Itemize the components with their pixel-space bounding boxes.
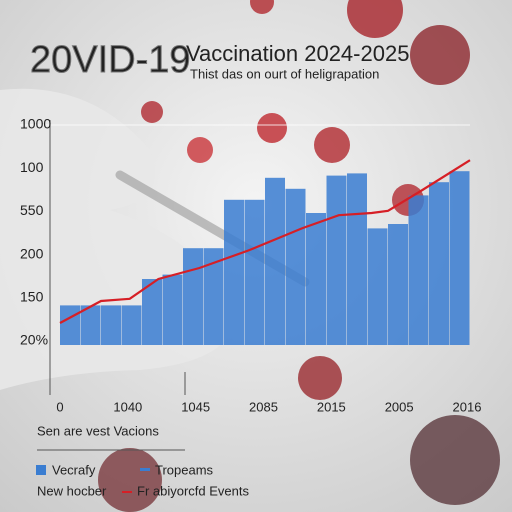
y-tick-label: 550 bbox=[20, 202, 44, 218]
bar bbox=[60, 305, 80, 345]
bar bbox=[306, 213, 326, 345]
chart-title: Vaccination 2024-2025 bbox=[186, 41, 409, 66]
bar bbox=[121, 305, 142, 345]
y-tick-label: 20% bbox=[20, 332, 48, 348]
caption: Sen are vest Vacions bbox=[37, 423, 159, 438]
bar bbox=[183, 248, 203, 345]
bar bbox=[101, 305, 121, 345]
bar bbox=[265, 177, 285, 345]
bar bbox=[326, 175, 347, 345]
virus-decor bbox=[98, 0, 500, 512]
legend-swatch bbox=[36, 465, 46, 475]
y-tick-label: 1000 bbox=[20, 116, 51, 132]
bar bbox=[429, 182, 449, 345]
legend-label: Fr abiyorcfd Events bbox=[137, 483, 249, 498]
bar bbox=[80, 305, 101, 345]
title-prefix: 20VID-19 bbox=[30, 39, 191, 81]
bar bbox=[162, 274, 183, 345]
x-tick-label: 2015 bbox=[317, 399, 346, 414]
bar bbox=[203, 248, 224, 345]
bar bbox=[244, 199, 265, 345]
bar bbox=[408, 195, 429, 345]
x-tick-label: 1045 bbox=[181, 399, 210, 414]
bar bbox=[347, 173, 367, 345]
bar bbox=[142, 279, 162, 345]
y-tick-label: 150 bbox=[20, 289, 44, 305]
x-tick-label: 2085 bbox=[249, 399, 278, 414]
bar bbox=[285, 188, 306, 345]
y-tick-label: 200 bbox=[20, 245, 44, 261]
x-tick-label: 2005 bbox=[385, 399, 414, 414]
x-tick-label: 1040 bbox=[113, 399, 142, 414]
bar bbox=[224, 199, 244, 345]
line bbox=[59, 159, 471, 324]
bar bbox=[449, 171, 470, 345]
x-tick-label: 2016 bbox=[453, 399, 482, 414]
legend-label: New hocber bbox=[37, 483, 107, 498]
y-tick-label: 100 bbox=[20, 159, 44, 175]
chart-subtitle: Thist das on ourt of heligrapation bbox=[190, 66, 379, 81]
bar bbox=[367, 228, 388, 345]
legend-swatch bbox=[140, 468, 150, 471]
legend-label: Vecrafy bbox=[52, 462, 96, 477]
x-tick-label: 0 bbox=[56, 399, 63, 414]
bar bbox=[388, 224, 408, 345]
legend-label: Tropeams bbox=[155, 462, 214, 477]
